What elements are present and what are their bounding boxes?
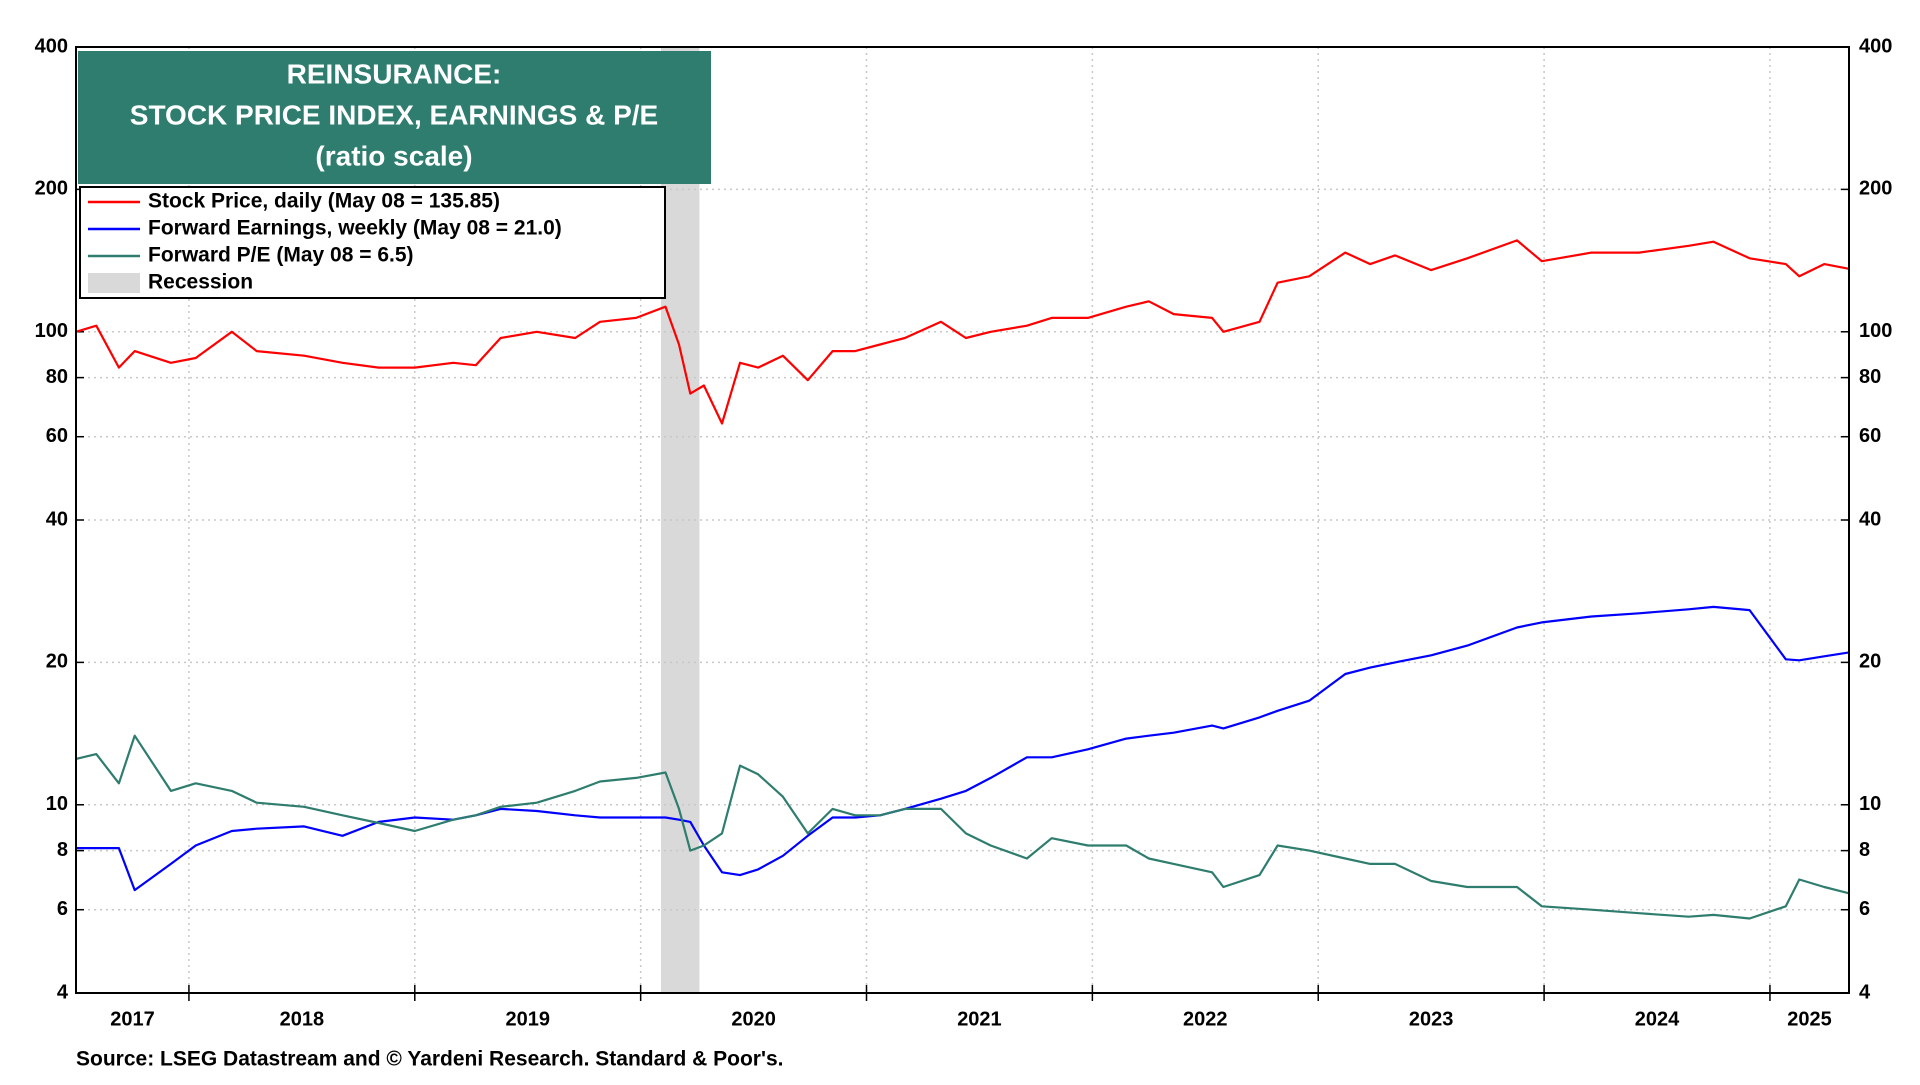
legend-label: Recession [148,271,253,294]
y2-tick-label: 20 [1859,651,1881,673]
y2-tick-label: 10 [1859,793,1881,815]
y2-tick-label: 60 [1859,425,1881,447]
legend-label: Forward P/E (May 08 = 6.5) [148,244,414,267]
y2-tick-label: 40 [1859,508,1881,530]
series-line [76,605,1850,892]
x-tick-label: 2017 [110,1008,155,1030]
legend-label: Stock Price, daily (May 08 = 135.85) [148,190,500,213]
y-tick-label: 6 [57,898,68,920]
y-tick-label: 100 [35,320,68,342]
y-tick-label: 20 [46,651,68,673]
x-tick-label: 2022 [1183,1008,1228,1030]
source-note: Source: LSEG Datastream and © Yardeni Re… [76,1048,783,1071]
y2-tick-label: 200 [1859,178,1892,200]
x-tick-label: 2018 [280,1008,325,1030]
recession-band [660,47,700,993]
y-tick-label: 80 [46,366,68,388]
y-tick-label: 10 [46,793,68,815]
legend-swatch [88,273,140,293]
x-tick-label: 2019 [505,1008,550,1030]
chart-title: STOCK PRICE INDEX, EARNINGS & P/E [130,99,658,130]
title-box [78,51,711,184]
x-tick-label: 2020 [731,1008,776,1030]
legend-label: Forward Earnings, weekly (May 08 = 21.0) [148,217,562,240]
y2-tick-label: 6 [1859,898,1870,920]
y2-tick-label: 400 [1859,35,1892,57]
y-tick-label: 60 [46,425,68,447]
x-tick-label: 2025 [1787,1008,1832,1030]
chart-title: (ratio scale) [315,140,472,171]
y-tick-label: 400 [35,35,68,57]
y2-tick-label: 4 [1859,981,1871,1003]
x-tick-label: 2024 [1635,1008,1680,1030]
chart-title: REINSURANCE: [287,58,502,89]
x-tick-label: 2021 [957,1008,1002,1030]
y-tick-label: 4 [57,981,69,1003]
y2-tick-label: 8 [1859,839,1870,861]
y2-tick-label: 100 [1859,320,1892,342]
x-tick-label: 2023 [1409,1008,1454,1030]
series-line [75,239,1850,425]
y-tick-label: 40 [46,508,68,530]
series-line [75,734,1850,920]
legend-box [79,186,666,299]
plot-frame [75,46,1850,994]
y-tick-label: 200 [35,178,68,200]
y-tick-label: 8 [57,839,68,861]
y2-tick-label: 80 [1859,366,1881,388]
